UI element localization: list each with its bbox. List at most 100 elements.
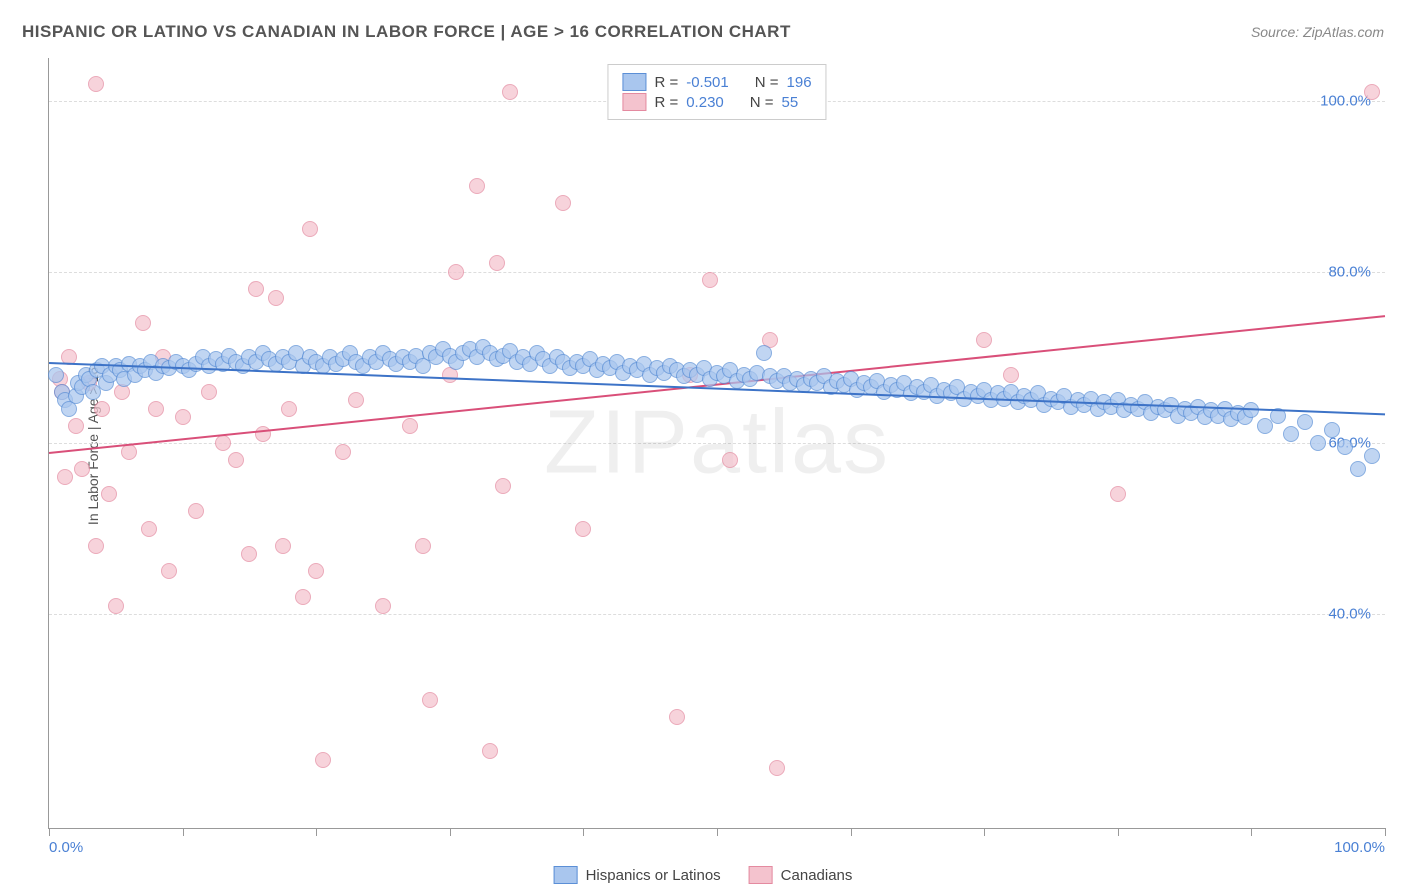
data-point [769,760,785,776]
data-point [495,478,511,494]
data-point [228,452,244,468]
data-point [175,409,191,425]
data-point [415,538,431,554]
legend-row-blue: R = -0.501 N = 196 [622,73,811,91]
data-point [201,384,217,400]
data-point [1310,435,1326,451]
source-label: Source: ZipAtlas.com [1251,24,1384,40]
data-point [141,521,157,537]
data-point [669,709,685,725]
title-bar: HISPANIC OR LATINO VS CANADIAN IN LABOR … [22,22,1384,42]
legend-swatch-blue [554,866,578,884]
data-point [135,315,151,331]
data-point [101,486,117,502]
x-tick [1118,828,1119,836]
chart-container: HISPANIC OR LATINO VS CANADIAN IN LABOR … [0,0,1406,892]
legend-swatch-pink [622,93,646,111]
r-prefix: R = [654,74,678,91]
data-point [502,84,518,100]
x-tick [717,828,718,836]
data-point [68,418,84,434]
x-tick-label: 100.0% [1334,839,1385,856]
data-point [756,345,772,361]
r-prefix: R = [654,94,678,111]
data-point [1350,461,1366,477]
data-point [88,76,104,92]
data-point [1337,439,1353,455]
n-prefix: N = [755,74,779,91]
legend-label-blue: Hispanics or Latinos [586,867,721,884]
legend-swatch-pink [749,866,773,884]
data-point [555,195,571,211]
data-point [335,444,351,460]
gridline-h [49,614,1385,615]
n-prefix: N = [750,94,774,111]
r-value-blue: -0.501 [686,74,729,91]
data-point [275,538,291,554]
data-point [74,461,90,477]
data-point [148,401,164,417]
data-point [281,401,297,417]
y-tick-label: 40.0% [1328,606,1371,623]
legend-swatch-blue [622,73,646,91]
data-point [48,367,64,383]
data-point [295,589,311,605]
x-tick [49,828,50,836]
data-point [315,752,331,768]
data-point [375,598,391,614]
x-tick [183,828,184,836]
plot-area: ZIPatlas R = -0.501 N = 196 R = 0.230 N … [48,58,1385,829]
x-tick-label: 0.0% [49,839,83,856]
legend-row-pink: R = 0.230 N = 55 [622,93,811,111]
data-point [302,221,318,237]
x-tick [316,828,317,836]
data-point [1003,367,1019,383]
n-value-blue: 196 [787,74,812,91]
y-tick-label: 80.0% [1328,263,1371,280]
data-point [1283,426,1299,442]
data-point [215,435,231,451]
data-point [1257,418,1273,434]
x-tick [1251,828,1252,836]
data-point [702,272,718,288]
legend-correlation: R = -0.501 N = 196 R = 0.230 N = 55 [607,64,826,120]
gridline-h [49,443,1385,444]
data-point [348,392,364,408]
data-point [1364,448,1380,464]
x-tick [851,828,852,836]
data-point [268,290,284,306]
data-point [188,503,204,519]
data-point [248,281,264,297]
data-point [575,521,591,537]
chart-title: HISPANIC OR LATINO VS CANADIAN IN LABOR … [22,22,791,42]
data-point [722,452,738,468]
legend-item-blue: Hispanics or Latinos [554,866,721,884]
gridline-h [49,272,1385,273]
data-point [88,538,104,554]
data-point [241,546,257,562]
data-point [976,332,992,348]
data-point [57,469,73,485]
data-point [1110,486,1126,502]
x-tick [984,828,985,836]
data-point [469,178,485,194]
data-point [1297,414,1313,430]
x-tick [1385,828,1386,836]
data-point [489,255,505,271]
data-point [422,692,438,708]
legend-item-pink: Canadians [749,866,853,884]
data-point [1324,422,1340,438]
data-point [482,743,498,759]
legend-series: Hispanics or Latinos Canadians [554,866,853,884]
data-point [448,264,464,280]
data-point [94,401,110,417]
data-point [108,598,124,614]
data-point [161,563,177,579]
r-value-pink: 0.230 [686,94,724,111]
x-tick [583,828,584,836]
data-point [1364,84,1380,100]
data-point [308,563,324,579]
x-tick [450,828,451,836]
data-point [402,418,418,434]
n-value-pink: 55 [782,94,799,111]
